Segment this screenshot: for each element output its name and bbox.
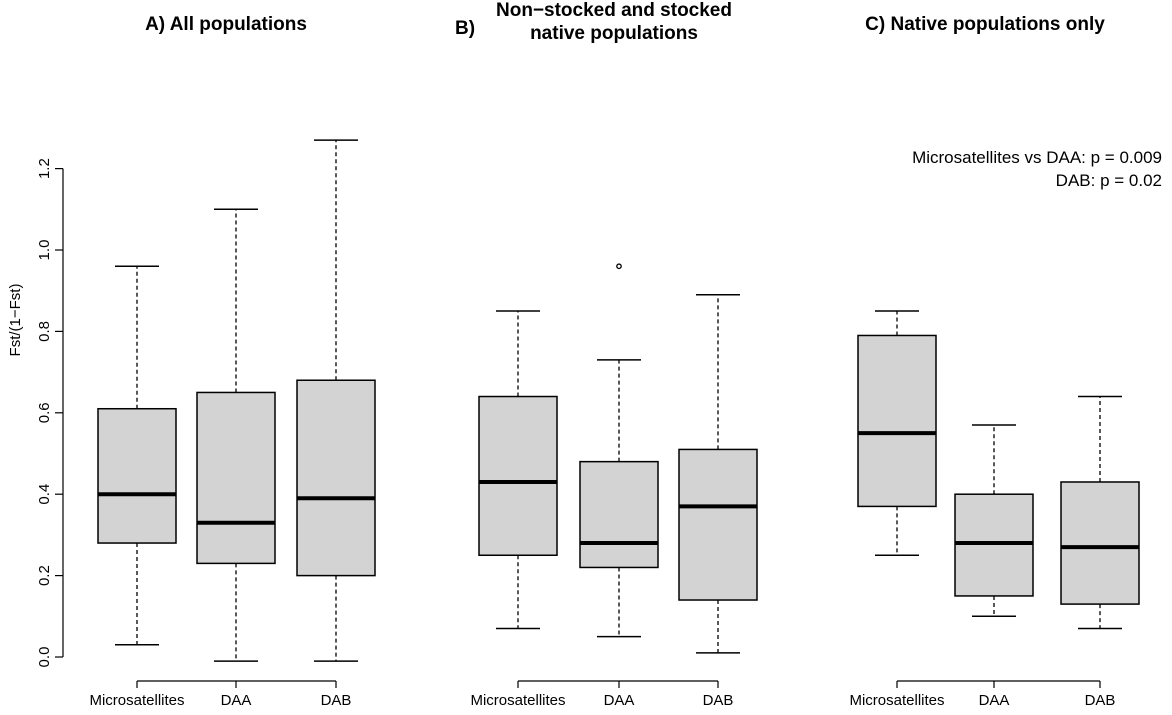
x-tick-label: Microsatellites [470,692,565,709]
iqr-box [857,334,937,508]
iqr-box [1060,481,1140,605]
x-tick-label: DAA [979,692,1010,709]
panel-title: Non−stocked and stocked native population… [496,0,732,44]
p-value-annotation: DAB: p = 0.02 [1056,171,1162,190]
y-tick-label: 1.2 [36,158,53,179]
iqr-box [97,407,177,544]
x-tick-label: DAB [1085,692,1116,709]
box-dab [678,294,758,654]
x-tick-label: DAA [221,692,252,709]
box-microsatellites [478,310,558,630]
iqr-box [478,395,558,556]
outlier-point [616,263,622,270]
x-tick-label: DAB [703,692,734,709]
panel-c: C) Native populations only Microsatellite… [849,14,1162,709]
panel-title-text: Native populations only [891,14,1106,35]
y-tick-label: 0.6 [36,402,53,423]
plot-panels: A) All populations Microsatellites DAA DAB N… [89,0,1162,709]
y-tick-label: 0.8 [36,321,53,342]
y-axis: 0.0 0.2 0.4 0.6 0.8 1.0 1.2 Fst/(1−Fst) [7,158,64,668]
panel-title-text: All populations [170,14,307,35]
panel-title: A) All populations [145,14,307,35]
panel-title-line: native populations [530,23,698,44]
x-tick-label: DAB [321,692,352,709]
box-microsatellites [857,310,937,556]
iqr-box [954,493,1034,597]
panel-a: A) All populations Microsatellites DAA DAB [89,14,376,709]
y-tick-label: 0.0 [36,647,53,668]
box-microsatellites [97,265,177,646]
y-axis-label: Fst/(1−Fst) [7,284,24,357]
panel-title: C) Native populations only [865,14,1105,35]
iqr-box [579,460,659,569]
panel-b: Non−stocked and stocked native population… [455,0,758,709]
y-tick-label: 0.2 [36,565,53,586]
x-tick-label: DAA [604,692,635,709]
panel-title-letter: B) [455,18,475,39]
iqr-box [196,391,276,565]
iqr-box [678,448,758,601]
iqr-box [296,379,376,577]
panel-title-letter: C) [865,14,885,35]
y-tick-label: 0.4 [36,484,53,505]
box-dab [1060,395,1140,630]
panel-title-line: Non−stocked and stocked [496,0,732,21]
box-dab [296,139,376,662]
box-daa [579,263,659,638]
p-value-annotation: Microsatellites vs DAA: p = 0.009 [912,148,1162,167]
box-daa [196,208,276,662]
x-tick-label: Microsatellites [89,692,184,709]
box-daa [954,424,1034,618]
y-tick-label: 1.0 [36,240,53,261]
x-tick-label: Microsatellites [849,692,944,709]
panel-title-letter: A) [145,14,165,35]
